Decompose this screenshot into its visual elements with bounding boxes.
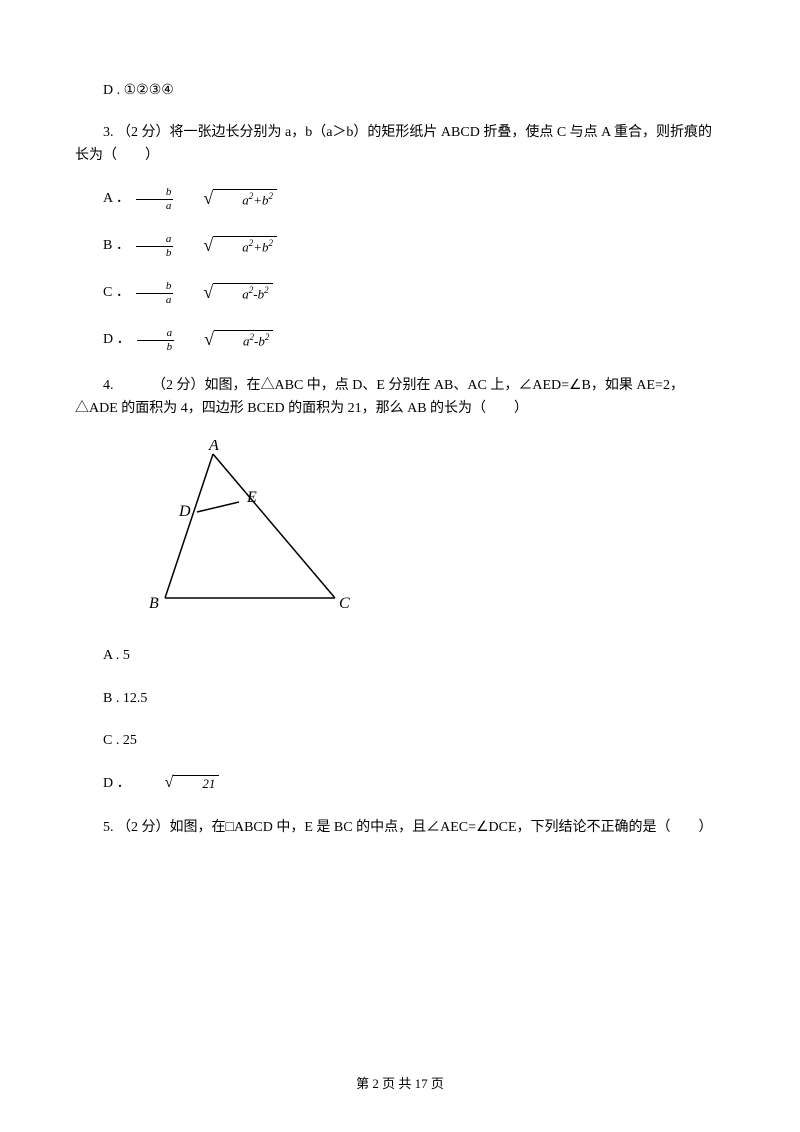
q3-text: 3. （2 分）将一张边长分别为 a，b（a＞b）的矩形纸片 ABCD 折叠，使… — [75, 122, 725, 167]
q4-d-label: D ． — [75, 773, 131, 795]
svg-text:E: E — [246, 489, 257, 506]
previous-option-d: D . ①②③④ — [75, 80, 725, 102]
q4-option-b: B . 12.5 — [75, 688, 725, 710]
q3-option-a: A ． ba √a2+b2 — [75, 187, 725, 212]
q4-text: 4. （2 分）如图，在△ABC 中，点 D、E 分别在 AB、AC 上，∠AE… — [75, 375, 725, 420]
q4-d-formula: √21 — [137, 775, 220, 793]
q3-option-b: B ． ab √a2+b2 — [75, 234, 725, 259]
q3-option-d: D ． ab √a2-b2 — [75, 328, 725, 353]
q4-option-c: C . 25 — [75, 730, 725, 752]
svg-text:D: D — [178, 503, 191, 520]
q5-text: 5. （2 分）如图，在□ABCD 中，E 是 BC 的中点，且∠AEC=∠DC… — [75, 817, 725, 839]
q4-option-d: D ． √21 — [75, 773, 725, 795]
svg-text:A: A — [208, 440, 219, 454]
svg-text:B: B — [149, 595, 159, 612]
q3-a-label: A ． — [75, 188, 130, 210]
q3-b-label: B ． — [75, 235, 130, 257]
q3-c-formula: ba √a2-b2 — [136, 281, 273, 306]
q3-d-formula: ab √a2-b2 — [137, 328, 274, 353]
q4-option-a: A . 5 — [75, 645, 725, 667]
q3-a-formula: ba √a2+b2 — [136, 187, 277, 212]
q3-b-formula: ab √a2+b2 — [136, 234, 277, 259]
q3-option-c: C ． ba √a2-b2 — [75, 281, 725, 306]
page-footer: 第 2 页 共 17 页 — [0, 1073, 800, 1092]
q3-c-label: C ． — [75, 282, 130, 304]
q4-figure: A E D B C — [135, 440, 725, 623]
svg-text:C: C — [339, 595, 350, 612]
q3-d-label: D ． — [75, 329, 131, 351]
